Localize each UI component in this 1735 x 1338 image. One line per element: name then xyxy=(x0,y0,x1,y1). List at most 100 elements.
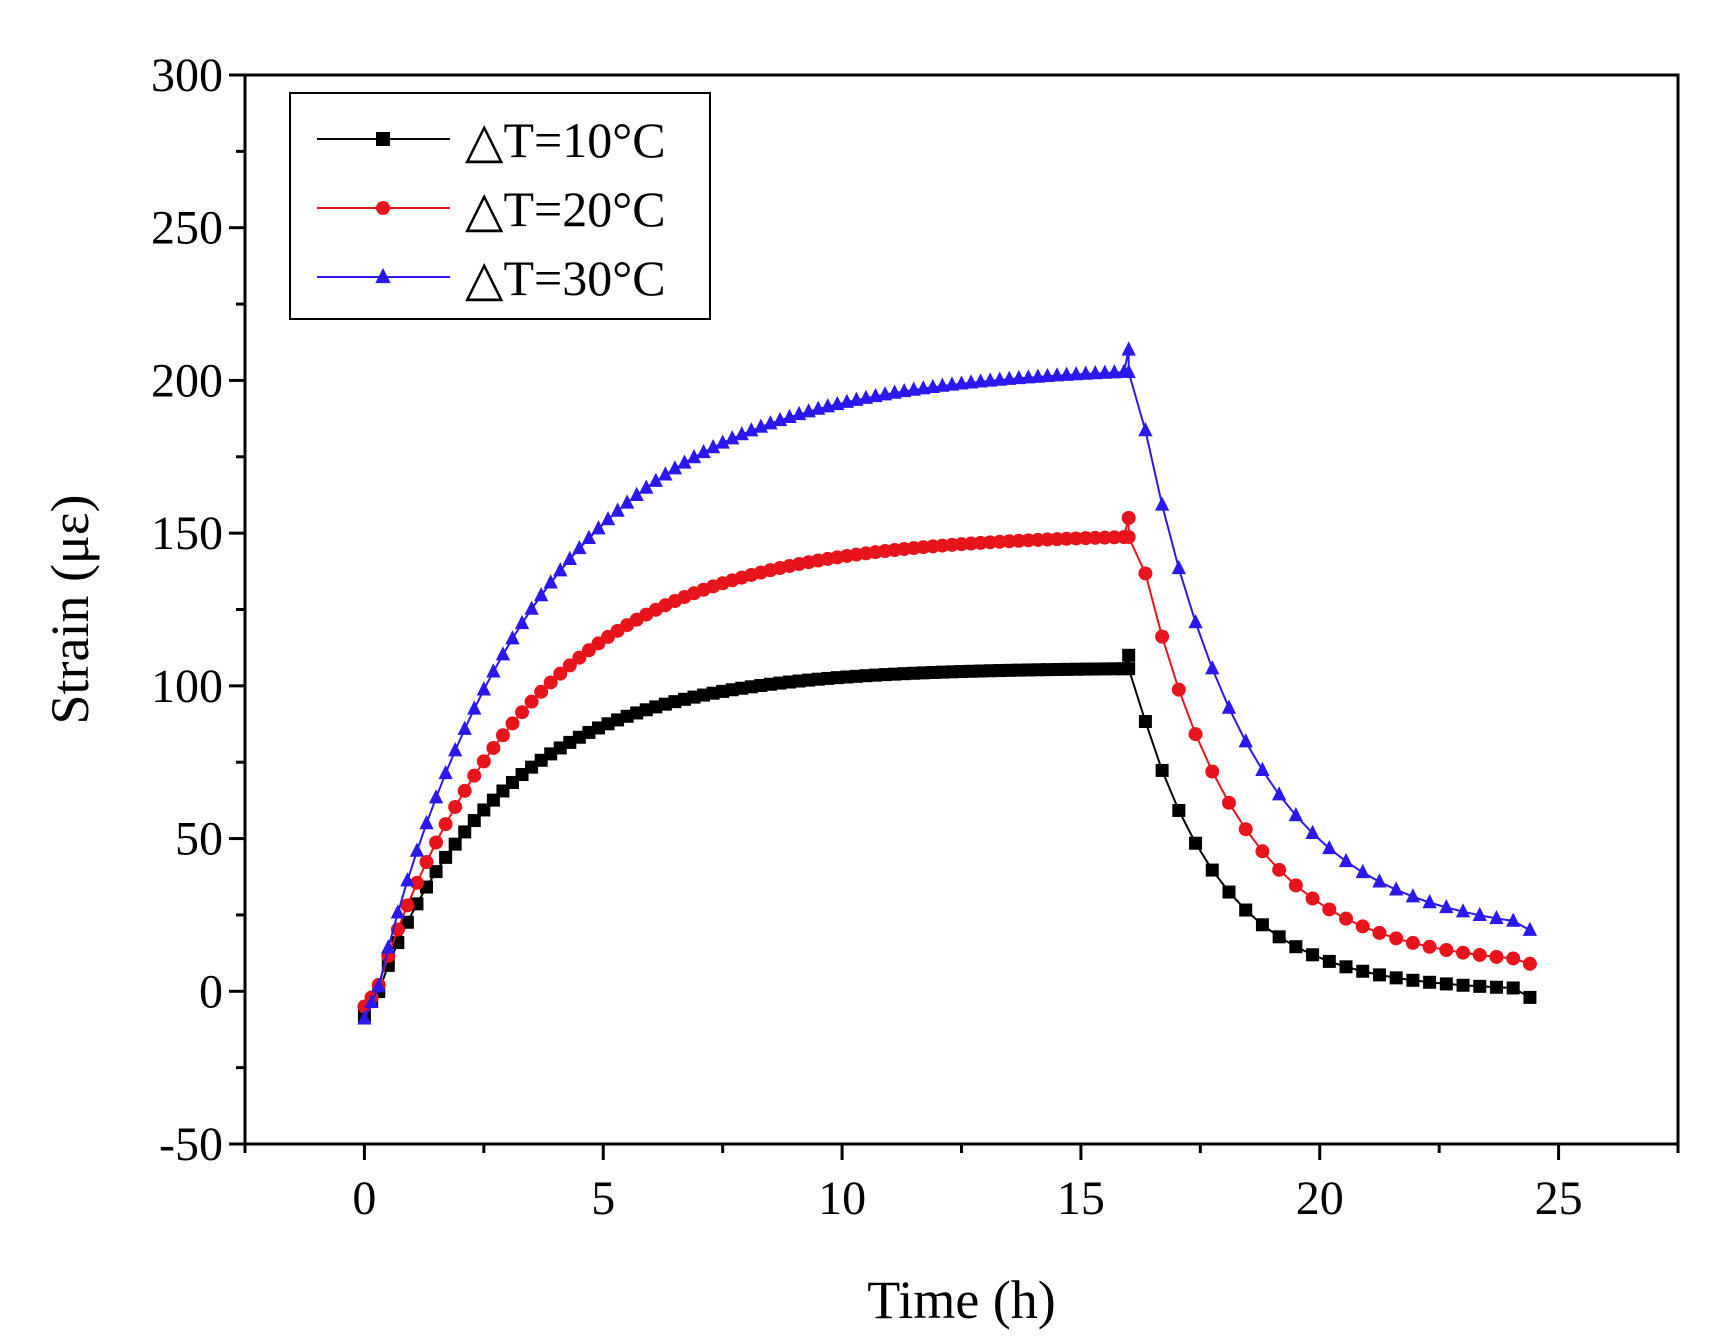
data-point xyxy=(486,740,501,755)
data-point xyxy=(1122,662,1136,676)
data-point xyxy=(696,443,711,459)
data-point xyxy=(457,720,472,735)
data-point xyxy=(1355,863,1370,879)
data-point xyxy=(725,430,740,445)
x-axis-title: Time (h) xyxy=(867,1270,1056,1330)
data-point xyxy=(476,681,491,696)
x-tick-label: 0 xyxy=(352,1172,376,1225)
data-point xyxy=(477,803,491,817)
data-point xyxy=(1456,945,1471,960)
data-point xyxy=(629,486,644,501)
data-point xyxy=(658,466,673,481)
data-point xyxy=(1372,968,1386,982)
data-point xyxy=(1305,891,1320,906)
legend-item: △T=30°C xyxy=(317,250,666,306)
data-point xyxy=(1389,881,1404,896)
data-point xyxy=(553,666,568,681)
data-point xyxy=(534,684,549,699)
data-point xyxy=(1138,715,1152,729)
data-point xyxy=(1059,366,1074,381)
data-point xyxy=(400,872,415,887)
legend-label: △T=30°C xyxy=(465,250,666,306)
data-point xyxy=(1455,903,1471,918)
data-point xyxy=(429,835,444,850)
data-point xyxy=(1439,977,1453,991)
y-tick-label: -50 xyxy=(159,1118,223,1171)
data-point xyxy=(973,373,988,388)
data-point xyxy=(1121,363,1136,378)
x-tick-label: 20 xyxy=(1296,1172,1344,1225)
data-point xyxy=(1040,367,1055,383)
data-point xyxy=(1406,973,1420,987)
data-point xyxy=(1338,852,1354,868)
data-point xyxy=(1121,530,1136,545)
data-point xyxy=(1372,925,1387,940)
x-tick-label: 10 xyxy=(818,1172,866,1225)
data-point xyxy=(1472,906,1487,922)
data-point xyxy=(1172,803,1186,817)
data-point xyxy=(1288,807,1304,822)
data-point xyxy=(1121,341,1136,356)
y-tick-label: 50 xyxy=(175,813,223,866)
data-point xyxy=(1205,660,1220,675)
y-tick-label: 300 xyxy=(151,49,223,102)
data-point xyxy=(562,658,577,673)
data-point xyxy=(524,600,539,615)
data-point xyxy=(1189,836,1203,850)
data-point xyxy=(364,993,379,1009)
data-point xyxy=(1121,510,1136,525)
y-tick-label: 0 xyxy=(199,965,223,1018)
legend-label: △T=10°C xyxy=(465,112,666,168)
data-point xyxy=(429,865,443,879)
data-point xyxy=(534,587,549,602)
series-layer xyxy=(357,341,1538,1025)
data-point xyxy=(686,449,702,464)
data-point xyxy=(543,574,558,589)
data-point xyxy=(1506,951,1521,966)
y-tick-label: 100 xyxy=(151,660,223,713)
series-2 xyxy=(357,510,1537,1014)
data-point xyxy=(1222,885,1236,899)
data-point xyxy=(1389,971,1403,985)
data-point xyxy=(381,939,396,954)
data-point xyxy=(439,850,453,864)
data-point xyxy=(1322,954,1336,968)
data-point xyxy=(1306,948,1320,962)
data-point xyxy=(371,978,386,993)
data-point xyxy=(954,375,969,390)
data-point xyxy=(1255,844,1270,859)
data-point xyxy=(619,494,635,509)
data-point xyxy=(1021,369,1036,384)
data-point xyxy=(1107,364,1122,379)
data-point xyxy=(667,460,683,475)
data-point xyxy=(1238,822,1253,837)
data-point xyxy=(1049,367,1065,382)
data-point xyxy=(1155,629,1170,644)
data-point xyxy=(458,825,472,839)
data-point xyxy=(428,789,444,804)
data-point xyxy=(1522,956,1537,971)
data-point xyxy=(1122,648,1136,662)
data-point xyxy=(705,439,721,454)
legend: △T=10°C △T=20°C △T=30°C xyxy=(289,92,711,320)
data-point xyxy=(1078,365,1093,380)
y-tick-label: 250 xyxy=(151,202,223,255)
data-point xyxy=(1155,763,1169,777)
data-point xyxy=(448,742,463,757)
data-point xyxy=(514,614,530,630)
data-point xyxy=(1356,964,1370,978)
series-3 xyxy=(357,341,1538,1025)
data-point xyxy=(1188,727,1203,742)
data-point xyxy=(495,728,510,743)
data-point xyxy=(1339,960,1353,974)
data-point xyxy=(1305,824,1320,839)
data-point xyxy=(1288,878,1303,893)
data-point xyxy=(1154,496,1170,511)
data-point xyxy=(581,529,597,544)
data-point xyxy=(438,817,453,832)
data-point xyxy=(715,434,730,449)
data-point xyxy=(1389,931,1404,946)
data-point xyxy=(1272,862,1287,877)
data-point xyxy=(1030,368,1046,383)
data-point xyxy=(409,842,425,857)
